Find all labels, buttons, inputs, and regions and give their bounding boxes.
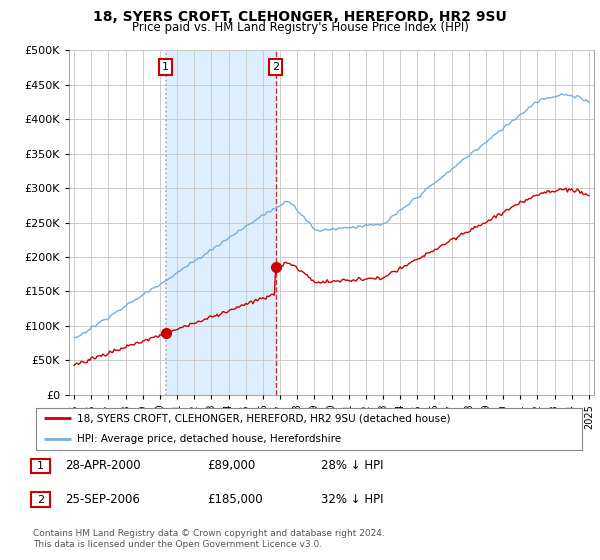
Text: 1: 1 xyxy=(162,62,169,72)
Text: 2: 2 xyxy=(37,494,44,505)
Text: 2: 2 xyxy=(272,62,280,72)
Text: £185,000: £185,000 xyxy=(207,493,263,506)
Text: 28% ↓ HPI: 28% ↓ HPI xyxy=(321,459,383,473)
Text: Price paid vs. HM Land Registry's House Price Index (HPI): Price paid vs. HM Land Registry's House … xyxy=(131,21,469,34)
Text: 1: 1 xyxy=(37,461,44,471)
Text: £89,000: £89,000 xyxy=(207,459,255,473)
Bar xyxy=(166,50,276,395)
Text: Contains HM Land Registry data © Crown copyright and database right 2024.
This d: Contains HM Land Registry data © Crown c… xyxy=(33,529,385,549)
Text: 28-APR-2000: 28-APR-2000 xyxy=(65,459,140,473)
Text: HPI: Average price, detached house, Herefordshire: HPI: Average price, detached house, Here… xyxy=(77,434,341,444)
Text: 32% ↓ HPI: 32% ↓ HPI xyxy=(321,493,383,506)
Text: 25-SEP-2006: 25-SEP-2006 xyxy=(65,493,140,506)
Text: 18, SYERS CROFT, CLEHONGER, HEREFORD, HR2 9SU (detached house): 18, SYERS CROFT, CLEHONGER, HEREFORD, HR… xyxy=(77,413,451,423)
Text: 18, SYERS CROFT, CLEHONGER, HEREFORD, HR2 9SU: 18, SYERS CROFT, CLEHONGER, HEREFORD, HR… xyxy=(93,10,507,24)
